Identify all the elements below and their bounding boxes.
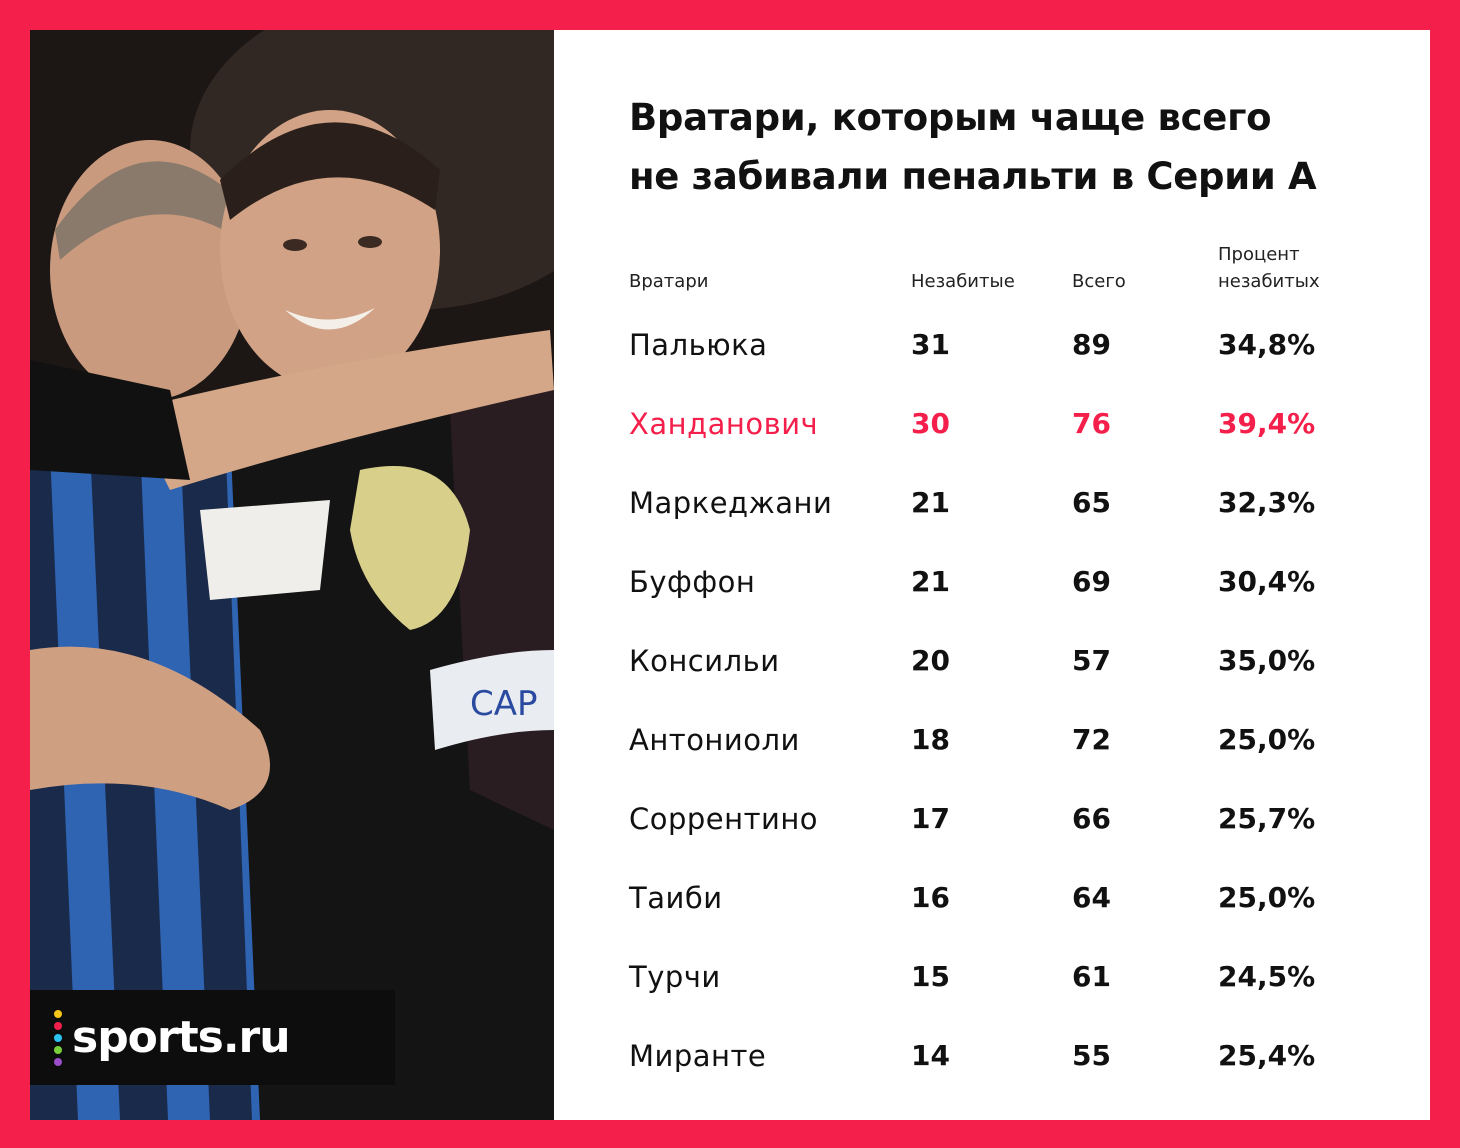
- goalkeeper-photo: CAP sports.ru: [30, 30, 554, 1120]
- row-missed: 14: [911, 1039, 950, 1072]
- header-missed: Незабитые: [911, 271, 1015, 292]
- logo-dot: [54, 1057, 62, 1066]
- row-name: Пальюка: [629, 328, 768, 362]
- row-total: 89: [1072, 328, 1111, 361]
- row-pct: 25,7%: [1218, 802, 1316, 835]
- row-pct: 35,0%: [1218, 644, 1316, 677]
- row-total: 66: [1072, 802, 1111, 835]
- logo-dots-icon: [54, 1009, 62, 1066]
- header-name: Вратари: [629, 271, 709, 292]
- row-missed: 21: [911, 565, 950, 598]
- row-total: 65: [1072, 486, 1111, 519]
- table-row: Буффон 21 69 30,4%: [554, 552, 1430, 612]
- header-total: Всего: [1072, 271, 1126, 292]
- table-row: Маркеджани 21 65 32,3%: [554, 473, 1430, 533]
- table-row: Пальюка 31 89 34,8%: [554, 315, 1430, 375]
- row-missed: 21: [911, 486, 950, 519]
- row-missed: 16: [911, 881, 950, 914]
- header-pct: Процент незабитых: [1218, 241, 1320, 295]
- row-missed: 31: [911, 328, 950, 361]
- header-pct-line-2: незабитых: [1218, 271, 1320, 292]
- header-pct-line-1: Процент: [1218, 244, 1300, 265]
- row-name: Буффон: [629, 565, 756, 599]
- row-name: Маркеджани: [629, 486, 833, 520]
- table-row: Ханданович 30 76 39,4%: [554, 394, 1430, 454]
- table-row: Турчи 15 61 24,5%: [554, 947, 1430, 1007]
- row-total: 72: [1072, 723, 1111, 756]
- row-total: 57: [1072, 644, 1111, 677]
- sports-ru-logo: sports.ru: [30, 990, 395, 1085]
- row-pct: 25,0%: [1218, 723, 1316, 756]
- row-pct: 32,3%: [1218, 486, 1316, 519]
- row-total: 64: [1072, 881, 1111, 914]
- row-name: Антониоли: [629, 723, 800, 757]
- table-row: Миранте 14 55 25,4%: [554, 1026, 1430, 1086]
- logo-dot: [54, 1045, 62, 1054]
- row-total: 76: [1072, 407, 1111, 440]
- armband-text: CAP: [470, 684, 538, 724]
- logo-dot: [54, 1021, 62, 1030]
- table-row: Соррентино 17 66 25,7%: [554, 789, 1430, 849]
- row-missed: 18: [911, 723, 950, 756]
- row-name: Соррентино: [629, 802, 819, 836]
- page-title: Вратари, которым чаще всего не забивали …: [629, 88, 1409, 206]
- row-pct: 25,4%: [1218, 1039, 1316, 1072]
- row-total: 69: [1072, 565, 1111, 598]
- row-missed: 20: [911, 644, 950, 677]
- table-row: Антониоли 18 72 25,0%: [554, 710, 1430, 770]
- row-name: Ханданович: [629, 407, 819, 441]
- logo-text: sports.ru: [72, 1012, 291, 1063]
- title-line-1: Вратари, которым чаще всего: [629, 96, 1272, 139]
- row-missed: 17: [911, 802, 950, 835]
- row-name: Таиби: [629, 881, 723, 915]
- title-line-2: не забивали пенальти в Серии А: [629, 155, 1317, 198]
- row-total: 61: [1072, 960, 1111, 993]
- logo-dot: [54, 1033, 62, 1042]
- row-total: 55: [1072, 1039, 1111, 1072]
- stats-panel: Вратари, которым чаще всего не забивали …: [554, 30, 1430, 1120]
- row-pct: 34,8%: [1218, 328, 1316, 361]
- table-row: Консильи 20 57 35,0%: [554, 631, 1430, 691]
- row-missed: 30: [911, 407, 950, 440]
- row-name: Турчи: [629, 960, 721, 994]
- row-name: Консильи: [629, 644, 780, 678]
- row-pct: 30,4%: [1218, 565, 1316, 598]
- infographic-frame: CAP sports.ru Вратари, которым чаще всег…: [30, 30, 1430, 1120]
- row-pct: 25,0%: [1218, 881, 1316, 914]
- row-missed: 15: [911, 960, 950, 993]
- logo-dot: [54, 1009, 62, 1018]
- row-pct: 39,4%: [1218, 407, 1316, 440]
- table-row: Таиби 16 64 25,0%: [554, 868, 1430, 928]
- row-pct: 24,5%: [1218, 960, 1316, 993]
- row-name: Миранте: [629, 1039, 767, 1073]
- photo-illustration: CAP: [30, 30, 554, 1120]
